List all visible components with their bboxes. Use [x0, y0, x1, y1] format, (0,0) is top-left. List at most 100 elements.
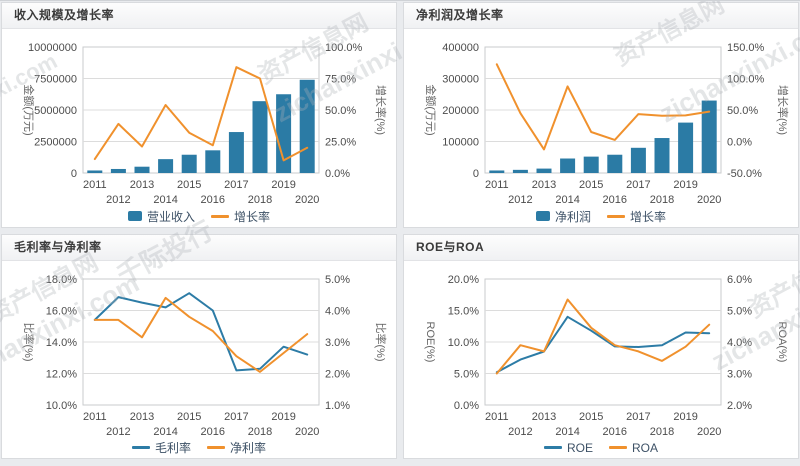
- legend-line-swatch-icon: [543, 446, 562, 449]
- left-axis-tick-label: 0.0%: [454, 400, 479, 412]
- right-axis-tick-label: 3.0%: [325, 337, 350, 349]
- left-axis-tick-label: 0: [473, 168, 479, 180]
- right-axis-tick-label: 100.0%: [727, 74, 765, 86]
- margin-chart: 10.0% 12.0% 14.0% 16.0% 18.0% 1.0% 2.0% 3.0% 4.0…: [22, 274, 388, 437]
- x-axis-tick-label: 2018: [650, 426, 674, 437]
- left-axis-title: 金额(万元): [22, 84, 36, 135]
- bar-2016: [205, 150, 221, 173]
- x-axis-tick-label: 2019: [271, 411, 295, 423]
- roe-roa-panel: ROE与ROA 0.0% 5.0% 10.0% 15.0% 20.0% 2.0% 3.0% 4…: [403, 233, 799, 459]
- left-axis-title: ROE(%): [424, 321, 436, 362]
- x-axis-tick-label: 2020: [697, 426, 721, 437]
- right-axis-tick-label: 4.0%: [325, 305, 350, 317]
- legend-label: 净利润: [554, 209, 591, 224]
- right-axis-tick-label: 50.0%: [727, 105, 758, 117]
- x-axis-tick-label: 2019: [673, 411, 697, 423]
- legend-line-swatch-icon: [607, 214, 625, 218]
- legend-bar-swatch-icon: [127, 211, 142, 221]
- bar-2011: [87, 170, 103, 173]
- x-axis-tick-label: 2014: [153, 194, 177, 205]
- legend-label: 增长率: [234, 209, 271, 224]
- right-axis-tick-label: 6.0%: [727, 274, 752, 286]
- legend-item-增长率[interactable]: 增长率: [607, 208, 666, 225]
- right-axis-tick-label: 3.0%: [727, 368, 752, 380]
- legend-item-增长率[interactable]: 增长率: [211, 208, 270, 225]
- right-axis-tick-label: 2.0%: [325, 368, 350, 380]
- bar-2013: [536, 168, 552, 173]
- right-axis-tick-label: 0.0%: [727, 137, 752, 149]
- x-axis-tick-label: 2018: [650, 194, 674, 205]
- revenue-growth-chart: 0 2500000 5000000 7500000 10000000 0.0% 25.0% 5…: [22, 42, 388, 205]
- net-profit-growth-panel-title: 净利润及增长率: [404, 3, 798, 29]
- legend-label: ROA: [632, 440, 659, 455]
- x-axis-tick-label: 2012: [508, 194, 532, 205]
- right-axis-tick-label: 5.0%: [325, 274, 350, 286]
- right-axis-tick-label: 100.0%: [325, 42, 363, 54]
- roe-roa-legend: ROE ROA: [543, 437, 658, 459]
- left-axis-tick-label: 20.0%: [448, 274, 479, 286]
- x-axis-tick-label: 2012: [106, 426, 130, 437]
- left-axis-tick-label: 15.0%: [448, 305, 479, 317]
- left-axis-tick-label: 18.0%: [46, 274, 77, 286]
- bar-2018: [654, 138, 670, 173]
- right-axis-title: ROA(%): [776, 321, 788, 362]
- bar-2015: [583, 156, 599, 173]
- x-axis-tick-label: 2013: [532, 179, 556, 191]
- x-axis-tick-label: 2017: [626, 179, 650, 191]
- left-axis-tick-label: 7500000: [34, 74, 77, 86]
- legend-item-净利润[interactable]: 净利润: [535, 208, 591, 225]
- bar-2014: [158, 159, 174, 173]
- left-axis-tick-label: 0: [71, 168, 77, 180]
- line-series: [93, 66, 309, 162]
- line-series: [93, 296, 309, 373]
- x-axis-tick-label: 2011: [83, 179, 107, 191]
- x-axis-tick-label: 2015: [177, 179, 201, 191]
- bar-2020: [299, 79, 315, 173]
- net-profit-growth-panel-body: 0 100000 200000 300000 400000 -50.0% 0.0% 50.0%…: [404, 29, 798, 227]
- right-axis-tick-label: -50.0%: [727, 168, 762, 180]
- margin-panel-body: 10.0% 12.0% 14.0% 16.0% 18.0% 1.0% 2.0% 3.0% 4.0…: [2, 261, 396, 459]
- roe-roa-panel-title: ROE与ROA: [404, 234, 798, 261]
- x-axis-tick-label: 2018: [248, 426, 272, 437]
- net-profit-growth-legend: 净利润 增长率: [535, 205, 666, 227]
- left-axis-title: 比率(%): [22, 322, 36, 361]
- x-axis-tick-label: 2014: [555, 426, 579, 437]
- x-axis-tick-label: 2012: [106, 194, 130, 205]
- legend-item-毛利率[interactable]: 毛利率: [131, 439, 191, 456]
- x-axis-tick-label: 2013: [130, 411, 154, 423]
- x-axis-tick-label: 2016: [603, 194, 627, 205]
- bar-2018: [252, 101, 268, 173]
- legend-line-swatch-icon: [609, 446, 627, 449]
- bar-2017: [228, 132, 244, 173]
- x-axis-tick-label: 2014: [153, 426, 177, 437]
- x-axis-tick-label: 2017: [626, 411, 650, 423]
- right-axis-tick-label: 25.0%: [325, 137, 356, 149]
- legend-item-ROA[interactable]: ROA: [609, 441, 658, 455]
- left-axis-tick-label: 400000: [442, 42, 479, 54]
- x-axis-tick-label: 2012: [508, 426, 532, 437]
- right-axis-title: 增长率(%): [776, 85, 790, 135]
- legend-item-净利率[interactable]: 净利率: [207, 439, 266, 456]
- legend-line-swatch-icon: [131, 446, 150, 449]
- bar-2020: [701, 100, 717, 173]
- line-series: [495, 298, 711, 374]
- left-axis-tick-label: 14.0%: [46, 337, 77, 349]
- x-axis-tick-label: 2011: [485, 411, 509, 423]
- left-axis-tick-label: 12.0%: [46, 368, 77, 380]
- margin-panel-title: 毛利率与净利率: [2, 234, 396, 261]
- roe-roa-chart: 0.0% 5.0% 10.0% 15.0% 20.0% 2.0% 3.0% 4.0% 5.0% 6…: [424, 274, 788, 437]
- legend-item-营业收入[interactable]: 营业收入: [127, 208, 195, 225]
- legend-item-ROE[interactable]: ROE: [543, 441, 593, 455]
- left-axis-tick-label: 10.0%: [448, 337, 479, 349]
- bar-2015: [181, 154, 197, 173]
- net-profit-growth-chart: 0 100000 200000 300000 400000 -50.0% 0.0% 50.0%…: [424, 42, 790, 205]
- legend-line-swatch-icon: [211, 214, 229, 218]
- bar-2012: [110, 168, 126, 173]
- right-axis-tick-label: 4.0%: [727, 337, 752, 349]
- left-axis-tick-label: 5000000: [34, 105, 77, 117]
- legend-label: 增长率: [630, 209, 667, 224]
- x-axis-tick-label: 2020: [295, 426, 319, 437]
- x-axis-tick-label: 2016: [603, 426, 627, 437]
- left-axis-tick-label: 10000000: [28, 42, 77, 54]
